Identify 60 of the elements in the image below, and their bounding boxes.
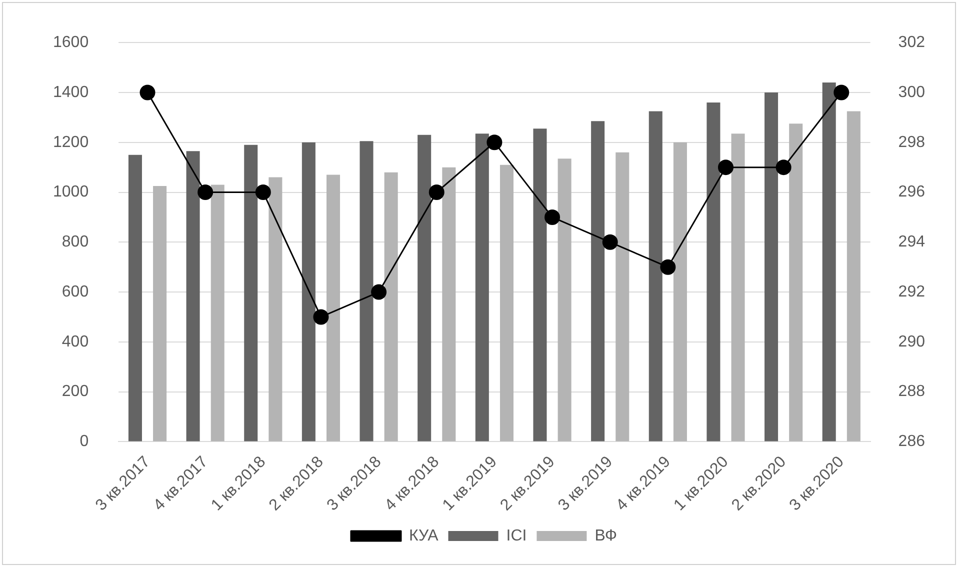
y2-tick-label: 296	[898, 184, 926, 201]
y2-tick-label: 290	[898, 333, 926, 350]
bar	[153, 186, 167, 442]
bar	[764, 92, 778, 442]
bar	[442, 167, 456, 442]
y-tick-label: 0	[80, 433, 89, 450]
y-tick-label: 800	[62, 234, 89, 251]
point	[428, 184, 444, 200]
bar	[591, 121, 605, 442]
point	[660, 259, 676, 275]
point	[834, 84, 850, 100]
y-tick-label: 1400	[53, 84, 89, 101]
bar	[616, 152, 630, 442]
bar	[210, 184, 224, 442]
bar	[384, 172, 398, 442]
bar	[360, 141, 374, 442]
y-tick-label: 600	[62, 283, 89, 300]
bar	[244, 144, 258, 442]
bar	[706, 102, 720, 442]
y-tick-label: 1200	[53, 134, 89, 151]
y2-tick-label: 286	[898, 433, 926, 450]
point	[255, 184, 271, 200]
point	[718, 160, 734, 176]
bar	[186, 151, 200, 442]
y2-tick-label: 298	[898, 134, 926, 151]
point	[313, 309, 329, 325]
y-tick-label: 400	[62, 333, 89, 350]
point	[544, 209, 560, 225]
legend-label: ВФ	[594, 527, 618, 544]
y2-tick-label: 292	[898, 283, 926, 300]
bar	[558, 158, 572, 442]
point	[602, 234, 618, 250]
point	[776, 160, 792, 176]
bar	[648, 111, 662, 442]
bar	[128, 154, 142, 442]
legend-label: ICI	[506, 527, 527, 544]
y-tick-label: 1000	[53, 184, 89, 201]
y2-tick-label: 302	[898, 34, 926, 52]
y2-tick-label: 300	[898, 84, 926, 101]
point	[198, 184, 214, 200]
bar	[846, 111, 860, 442]
bar	[302, 142, 316, 442]
bar	[500, 164, 514, 442]
y2-tick-label: 294	[898, 234, 926, 251]
bar	[673, 142, 687, 442]
y-tick-label: 200	[62, 383, 89, 400]
bar	[326, 174, 340, 442]
point	[486, 134, 502, 150]
legend-label: КУА	[408, 527, 439, 544]
bar	[268, 177, 282, 442]
point	[371, 284, 387, 300]
bar	[533, 128, 547, 442]
bar	[418, 134, 432, 442]
bar	[475, 134, 489, 442]
bar	[822, 82, 836, 442]
bar	[731, 134, 745, 442]
y2-tick-label: 288	[898, 383, 926, 400]
bar	[789, 124, 803, 442]
point	[140, 84, 156, 100]
y-tick-label: 1600	[53, 34, 89, 52]
